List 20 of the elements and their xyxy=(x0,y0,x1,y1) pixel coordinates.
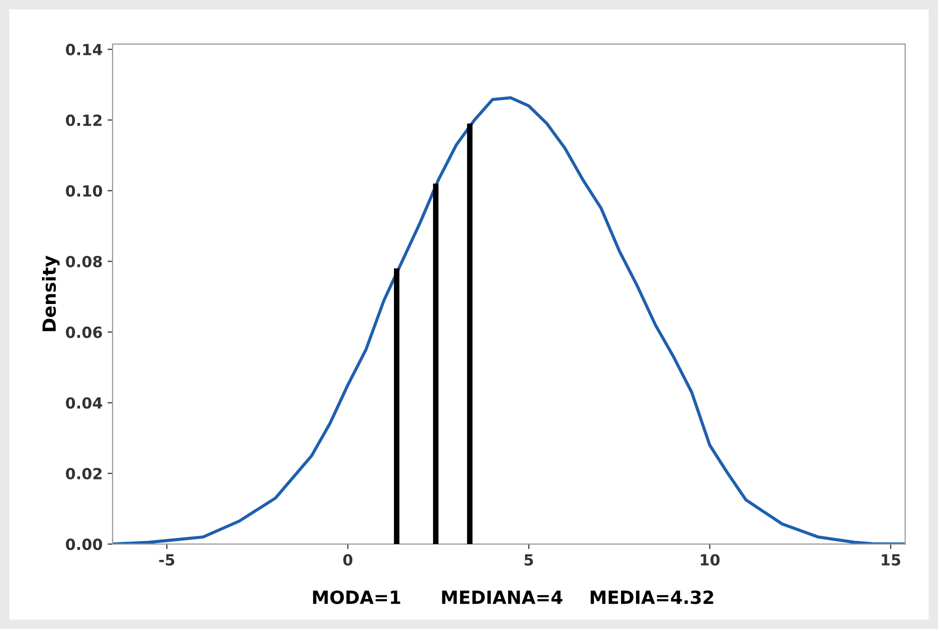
bar xyxy=(433,184,438,544)
x-tick-label: 10 xyxy=(700,554,720,566)
y-tick-label: 0.06 xyxy=(66,326,102,338)
text: MEDIANA=4 xyxy=(442,590,562,604)
bar xyxy=(394,268,400,544)
y-tick-label: 0.04 xyxy=(66,397,102,409)
text: MEDIA=4.32 xyxy=(590,590,714,604)
x-tick-label: 15 xyxy=(882,554,900,566)
x-tick-label: 0 xyxy=(343,554,352,566)
x-tick-label: 5 xyxy=(524,554,534,566)
bar xyxy=(467,124,472,544)
y-axis-title: Density xyxy=(42,256,60,332)
x-tick-label: -5 xyxy=(159,554,174,566)
y-tick-label: 0.10 xyxy=(66,185,102,197)
y-tick-label: 0.14 xyxy=(66,44,102,56)
y-tick-label: 0.12 xyxy=(66,114,102,126)
text: MODA=1 xyxy=(313,590,400,604)
y-tick-label: 0.08 xyxy=(66,256,102,268)
y-tick-label: 0.00 xyxy=(66,538,102,550)
y-tick-label: 0.02 xyxy=(66,468,102,480)
